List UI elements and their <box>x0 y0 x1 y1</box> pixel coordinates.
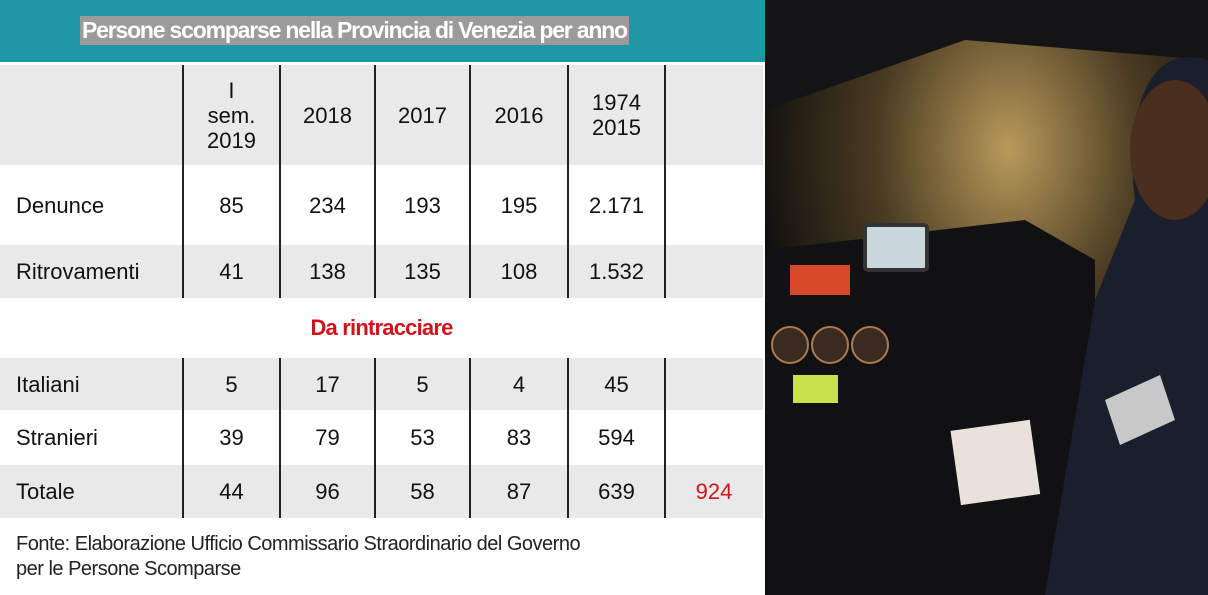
table-cell: 594 <box>598 425 635 450</box>
gauge <box>851 326 889 364</box>
table-row: Italiani 5 17 5 4 45 <box>0 358 763 410</box>
title: Persone scomparse nella Provincia di Ven… <box>80 16 629 45</box>
column-divider <box>664 465 666 518</box>
row-label: Denunce <box>16 192 105 218</box>
row-label: Ritrovamenti <box>16 259 140 284</box>
column-divider <box>374 165 376 245</box>
table-cell: 4 <box>512 371 526 397</box>
table-cell: 83 <box>506 425 532 450</box>
column-divider <box>279 358 281 410</box>
infographic: Persone scomparse nella Provincia di Ven… <box>0 0 765 580</box>
column-divider <box>469 358 471 410</box>
column-divider <box>469 165 471 245</box>
column-divider <box>664 65 666 165</box>
display <box>793 375 838 403</box>
table-row: Stranieri 39 79 53 83 594 <box>0 410 763 465</box>
table-cell: 195 <box>500 192 538 218</box>
column-divider <box>374 65 376 165</box>
row-label: Totale <box>16 479 75 504</box>
table-row: Ritrovamenti 41 138 135 108 1.532 <box>0 245 763 298</box>
column-divider <box>664 358 666 410</box>
column-header: I sem. 2019 <box>207 77 256 153</box>
column-divider <box>469 465 471 518</box>
column-divider <box>567 410 569 465</box>
column-divider <box>182 358 184 410</box>
table-cell: 5 <box>225 371 238 397</box>
column-divider <box>567 245 569 298</box>
table-cell: 193 <box>404 192 441 218</box>
header-row: I sem. 2019 2018 2017 2016 1974 2015 <box>0 65 763 165</box>
table-cell: 234 <box>309 192 346 218</box>
column-divider <box>374 358 376 410</box>
column-divider <box>664 245 666 298</box>
column-header: 2017 <box>398 102 447 128</box>
column-divider <box>182 65 184 165</box>
source-note: Fonte: Elaborazione Ufficio Commissario … <box>16 533 581 580</box>
column-divider <box>469 65 471 165</box>
row-label: Stranieri <box>16 425 98 450</box>
column-divider <box>374 465 376 518</box>
table-cell: 108 <box>500 259 538 284</box>
section-heading: Da rintracciare <box>310 315 453 340</box>
table-cell: 39 <box>219 425 244 450</box>
radio <box>790 265 850 295</box>
column-divider <box>567 358 569 410</box>
column-divider <box>664 410 666 465</box>
table-row: Totale 44 96 58 87 639 924 <box>0 465 763 518</box>
column-header: 2018 <box>303 102 352 128</box>
column-divider <box>279 65 281 165</box>
table-row: Denunce 85 234 193 195 2.171 <box>0 165 763 245</box>
table-cell: 85 <box>219 192 244 218</box>
column-divider <box>279 165 281 245</box>
photo <box>765 0 1208 595</box>
column-divider <box>182 245 184 298</box>
table-cell: 45 <box>604 371 629 397</box>
table-cell: 135 <box>404 259 441 284</box>
column-divider <box>567 65 569 165</box>
column-divider <box>279 410 281 465</box>
column-divider <box>182 465 184 518</box>
column-divider <box>469 410 471 465</box>
column-header: 2016 <box>494 102 544 128</box>
title-bar: Persone scomparse nella Provincia di Ven… <box>0 0 765 62</box>
total-cell: 924 <box>695 479 733 504</box>
table-cell: 5 <box>416 371 429 397</box>
table-cell: 1.532 <box>588 259 645 284</box>
dashboard <box>765 220 1095 595</box>
column-divider <box>567 465 569 518</box>
gauge <box>811 326 849 364</box>
table-cell: 96 <box>315 479 340 504</box>
table-cell: 79 <box>315 425 340 450</box>
row-label: Italiani <box>16 371 80 397</box>
car-roof <box>765 0 1208 110</box>
column-divider <box>182 165 184 245</box>
column-divider <box>469 245 471 298</box>
table-cell: 44 <box>219 479 244 504</box>
papers <box>950 419 1041 506</box>
gauge <box>771 326 809 364</box>
table-cell: 53 <box>410 425 435 450</box>
column-divider <box>182 410 184 465</box>
column-header: 1974 2015 <box>592 90 641 140</box>
table-cell: 138 <box>309 259 346 284</box>
column-divider <box>664 165 666 245</box>
table-cell: 2.171 <box>588 192 645 218</box>
screen <box>863 223 929 272</box>
column-divider <box>374 245 376 298</box>
column-divider <box>279 245 281 298</box>
column-divider <box>279 465 281 518</box>
table-cell: 639 <box>598 479 635 504</box>
column-divider <box>374 410 376 465</box>
table-cell: 17 <box>315 371 340 397</box>
epaulette <box>1105 375 1175 445</box>
table-cell: 58 <box>410 479 435 504</box>
column-divider <box>567 165 569 245</box>
table-cell: 41 <box>219 259 244 284</box>
table-cell: 87 <box>506 479 532 504</box>
officer-head <box>1130 80 1208 220</box>
